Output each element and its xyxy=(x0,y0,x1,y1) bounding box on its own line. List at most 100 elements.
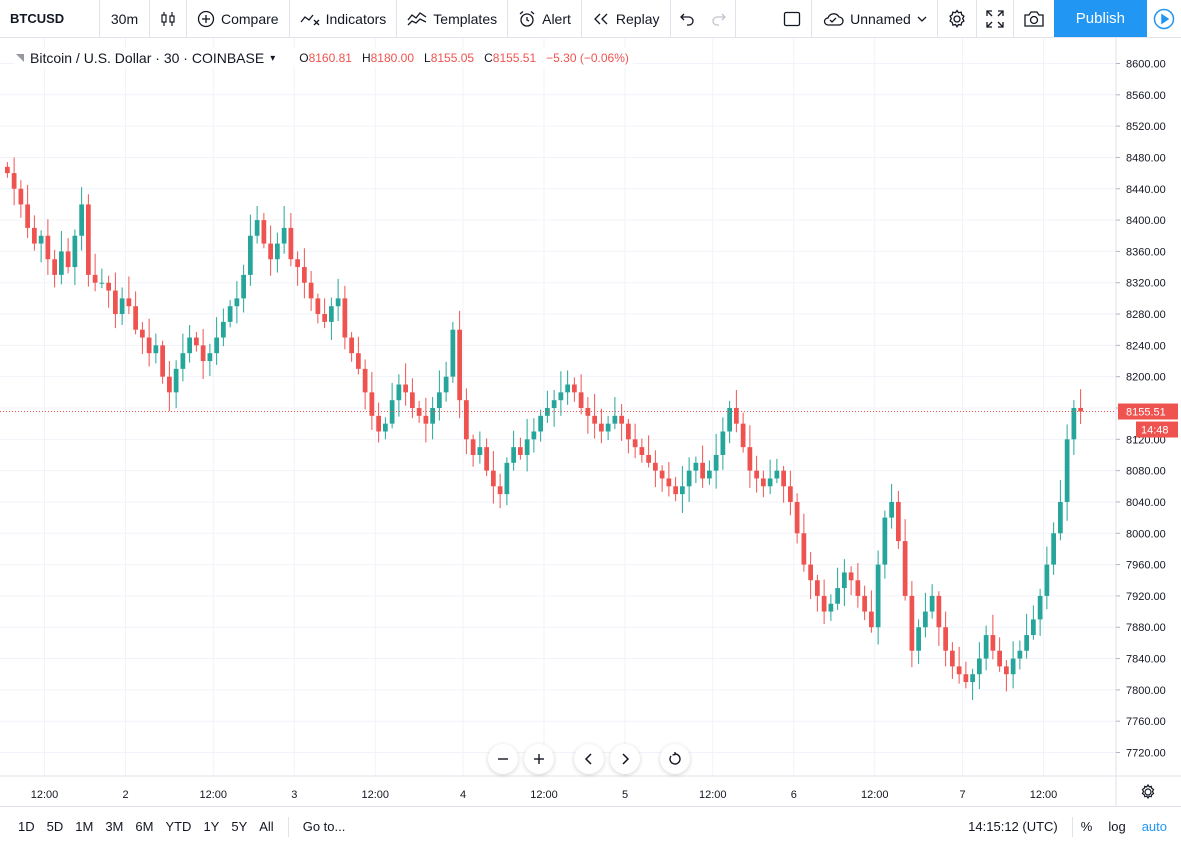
range-ytd[interactable]: YTD xyxy=(165,819,192,834)
y-tick-label: 8320.00 xyxy=(1126,278,1166,290)
candle-body xyxy=(200,345,206,362)
range-5d[interactable]: 5D xyxy=(46,819,64,834)
range-5y[interactable]: 5Y xyxy=(231,819,248,834)
candle-body xyxy=(302,267,307,283)
candle-body xyxy=(855,580,861,596)
rewind-icon xyxy=(593,13,608,24)
publish-button[interactable]: Publish xyxy=(1053,0,1147,37)
candle-body xyxy=(821,595,827,612)
reset-chart-button[interactable] xyxy=(660,744,690,774)
clock-label: 14:15:12 (UTC) xyxy=(968,819,1058,834)
indicators-button[interactable]: Indicators xyxy=(290,0,398,37)
replay-button[interactable]: Replay xyxy=(582,0,671,37)
collapse-legend-icon[interactable] xyxy=(14,52,26,64)
x-tick-label: 7 xyxy=(959,789,965,801)
layout-save-button[interactable]: Unnamed xyxy=(812,0,938,37)
candle-body xyxy=(281,227,287,244)
redo-button[interactable] xyxy=(703,0,736,37)
goto-label: Go to... xyxy=(302,819,346,834)
price-chart[interactable]: 8600.00 8560.00 8520.00 8480.00 8440.00 8400.… xyxy=(0,38,1181,806)
range-3m[interactable]: 3M xyxy=(105,819,124,834)
zoom-in-button[interactable] xyxy=(524,744,554,774)
candle-body xyxy=(700,462,705,479)
layout-square-button[interactable] xyxy=(773,0,813,37)
log-scale-toggle[interactable]: log xyxy=(1108,819,1126,834)
candle-body xyxy=(565,384,570,393)
candle-body xyxy=(943,627,948,651)
y-tick-label: 8560.00 xyxy=(1126,90,1166,102)
replay-label: Replay xyxy=(615,10,660,27)
candle-body xyxy=(727,408,732,432)
symbol-title[interactable]: Bitcoin / U.S. Dollar · 30 · COINBASE xyxy=(30,50,265,66)
interval-button[interactable]: 30m xyxy=(100,0,150,37)
candle-body xyxy=(72,235,78,268)
candle-body xyxy=(86,204,91,275)
candle-body xyxy=(1051,533,1056,565)
auto-scale-toggle[interactable]: auto xyxy=(1141,819,1167,834)
utc-clock[interactable]: 14:15:12 (UTC) xyxy=(954,816,1073,837)
range-all[interactable]: All xyxy=(259,819,274,834)
candle-body xyxy=(295,259,300,268)
candle-body xyxy=(1078,408,1083,412)
scroll-left-button[interactable] xyxy=(574,744,604,774)
scroll-right-button[interactable] xyxy=(610,744,640,774)
last-price-label: 8155.51 xyxy=(1126,407,1166,419)
candle-body xyxy=(511,447,516,463)
candles-icon xyxy=(161,11,175,26)
candle-body xyxy=(923,611,928,628)
settings-button[interactable] xyxy=(938,0,977,37)
countdown-label: 14:48 xyxy=(1141,425,1169,437)
chevron-down-icon[interactable]: ▾ xyxy=(270,52,276,64)
candle-body xyxy=(619,415,624,424)
alert-label: Alert xyxy=(542,10,571,27)
fullscreen-button[interactable] xyxy=(977,0,1014,37)
alert-button[interactable]: Alert xyxy=(508,0,582,37)
candle-body xyxy=(194,337,199,346)
goto-date-button[interactable]: Go to... xyxy=(287,816,360,837)
candle-body xyxy=(268,243,273,260)
range-6m[interactable]: 6M xyxy=(135,819,154,834)
candle-body xyxy=(329,306,334,322)
candle-body xyxy=(1064,439,1070,502)
candle-body xyxy=(106,282,111,291)
candle-body xyxy=(349,337,354,354)
undo-button[interactable] xyxy=(671,0,703,37)
candle-body xyxy=(11,173,17,189)
candle-body xyxy=(79,204,84,236)
zoom-out-button[interactable] xyxy=(488,744,518,774)
candle-body xyxy=(754,470,759,479)
candle-body xyxy=(443,376,449,393)
candle-body xyxy=(65,251,71,268)
candle-body xyxy=(794,501,800,534)
candle-body xyxy=(747,447,753,471)
templates-button[interactable]: Templates xyxy=(397,0,509,37)
publish-menu-button[interactable] xyxy=(1147,0,1181,37)
percent-scale-toggle[interactable]: % xyxy=(1080,819,1093,834)
candle-body xyxy=(707,470,712,479)
last-price-badge xyxy=(1118,403,1178,420)
range-1d[interactable]: 1D xyxy=(18,819,35,834)
candle-body xyxy=(646,454,651,463)
candle-body xyxy=(315,298,321,315)
chart-legend: Bitcoin / U.S. Dollar · 30 · COINBASE ▾ … xyxy=(14,48,633,68)
range-1m[interactable]: 1M xyxy=(75,819,94,834)
y-tick-label: 8360.00 xyxy=(1126,246,1166,258)
candle-body xyxy=(167,376,172,393)
candle-body xyxy=(464,400,469,440)
candle-body xyxy=(221,321,226,338)
candle-body xyxy=(52,259,57,275)
range-1y[interactable]: 1Y xyxy=(203,819,220,834)
y-tick-label: 8480.00 xyxy=(1126,152,1166,164)
snapshot-button[interactable] xyxy=(1014,0,1054,37)
undo-icon xyxy=(679,13,694,26)
candle-body xyxy=(180,353,186,369)
axis-settings-icon[interactable] xyxy=(1141,783,1155,800)
interval-label: 30m xyxy=(110,10,139,27)
candle-body xyxy=(484,447,489,471)
compare-button[interactable]: Compare xyxy=(187,0,290,37)
plus-circle-icon xyxy=(197,10,215,27)
chart-type-button[interactable] xyxy=(150,0,187,37)
candle-body xyxy=(632,439,638,448)
symbol-search-button[interactable]: BTCUSD xyxy=(0,0,100,37)
y-tick-label: 8600.00 xyxy=(1126,58,1166,70)
